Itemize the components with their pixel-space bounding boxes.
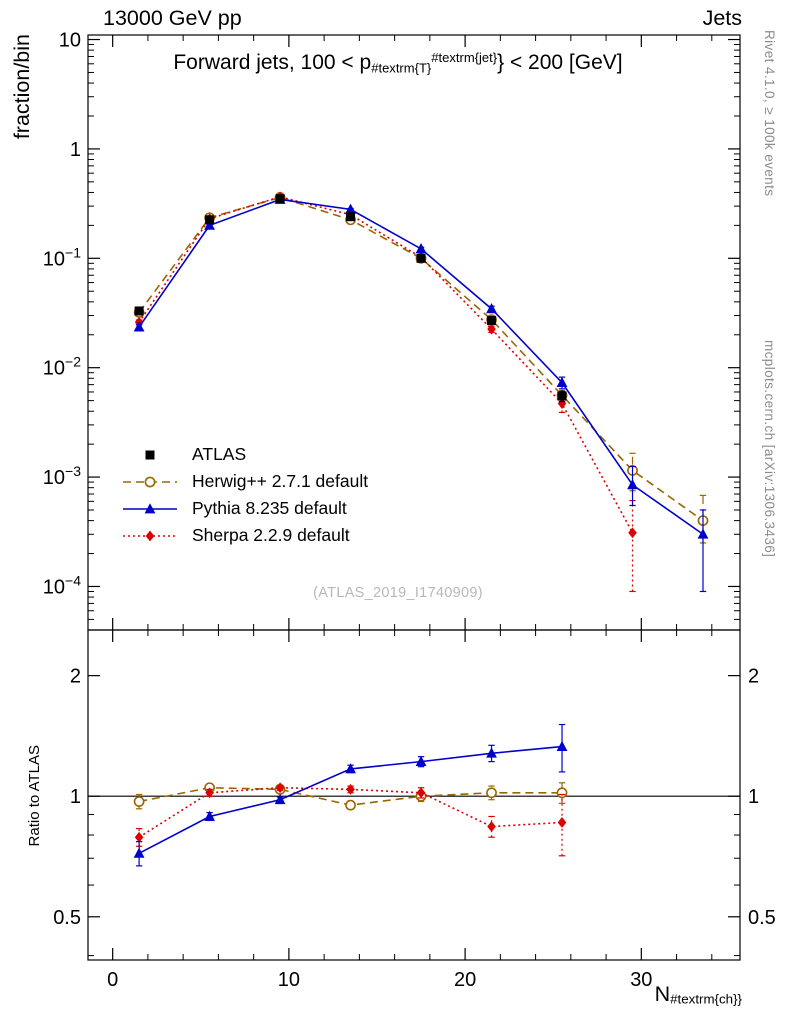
svg-text:1: 1 <box>70 786 81 808</box>
x-axis-title-text: N <box>654 982 671 1006</box>
legend: ATLAS Herwig++ 2.7.1 default Pythia 8.23… <box>120 441 368 549</box>
legend-item-pythia: Pythia 8.235 default <box>120 495 368 522</box>
series-pythia <box>133 193 709 593</box>
ratio-axis-title: Ratio to ATLAS <box>26 745 43 847</box>
svg-text:10−1: 10−1 <box>43 244 81 270</box>
plot-title: Forward jets, 100 < p#textrm{T}#textrm{j… <box>88 50 708 75</box>
legend-marker-sherpa-icon <box>123 530 177 541</box>
beam-energy-label: 13000 GeV pp <box>103 6 242 30</box>
svg-text:0.5: 0.5 <box>53 907 81 929</box>
svg-text:1: 1 <box>748 786 759 808</box>
svg-text:2: 2 <box>748 666 759 688</box>
legend-label-herwig: Herwig++ 2.7.1 default <box>192 471 369 491</box>
analysis-group-label: Jets <box>702 6 742 30</box>
ratio-series-sherpa <box>134 782 567 857</box>
legend-item-atlas: ATLAS <box>120 441 368 468</box>
svg-text:0.5: 0.5 <box>748 907 776 929</box>
legend-marker-herwig-icon <box>123 476 177 487</box>
x-axis-title-subscript: #textrm{ch}} <box>670 991 742 1007</box>
x-axis-title: N#textrm{ch}} <box>655 982 742 1007</box>
series-atlas <box>134 194 567 403</box>
legend-item-herwig: Herwig++ 2.7.1 default <box>120 468 368 495</box>
svg-text:10−2: 10−2 <box>43 354 81 380</box>
plot-title-superscript: #textrm{jet} <box>431 50 498 65</box>
svg-text:20: 20 <box>454 969 476 991</box>
svg-text:30: 30 <box>630 969 652 991</box>
plot-title-text: Forward jets, 100 < p <box>173 51 372 75</box>
legend-marker-pythia-icon <box>123 502 177 513</box>
legend-item-sherpa: Sherpa 2.2.9 default <box>120 522 368 549</box>
y-axis-title: fraction/bin <box>10 34 34 140</box>
legend-label-pythia: Pythia 8.235 default <box>192 498 347 518</box>
svg-text:0: 0 <box>107 969 118 991</box>
ratio-series-pythia <box>133 723 568 867</box>
rivet-version-note: Rivet 4.1.0, ≥ 100k events <box>762 30 777 197</box>
svg-text:10: 10 <box>59 30 81 52</box>
svg-text:10−3: 10−3 <box>43 463 81 489</box>
legend-label-atlas: ATLAS <box>192 444 247 464</box>
analysis-id-watermark: (ATLAS_2019_I1740909) <box>313 585 483 601</box>
mcplots-credit: mcplots.cern.ch [arXiv:1306.3436] <box>762 340 777 558</box>
plot-title-subscript: #textrm{T} <box>371 60 432 76</box>
plot-title-suffix: } < 200 [GeV] <box>497 51 623 75</box>
svg-text:10: 10 <box>278 969 300 991</box>
axes: 0 10 20 30 10 1 10−1 10−2 10−3 10−4 2 2 1 1 0.5 0.5 <box>43 30 776 991</box>
legend-marker-atlas-icon <box>145 450 155 459</box>
svg-text:10−4: 10−4 <box>43 572 81 598</box>
svg-text:1: 1 <box>70 139 81 161</box>
legend-label-sherpa: Sherpa 2.2.9 default <box>192 525 350 545</box>
svg-text:2: 2 <box>70 666 81 688</box>
